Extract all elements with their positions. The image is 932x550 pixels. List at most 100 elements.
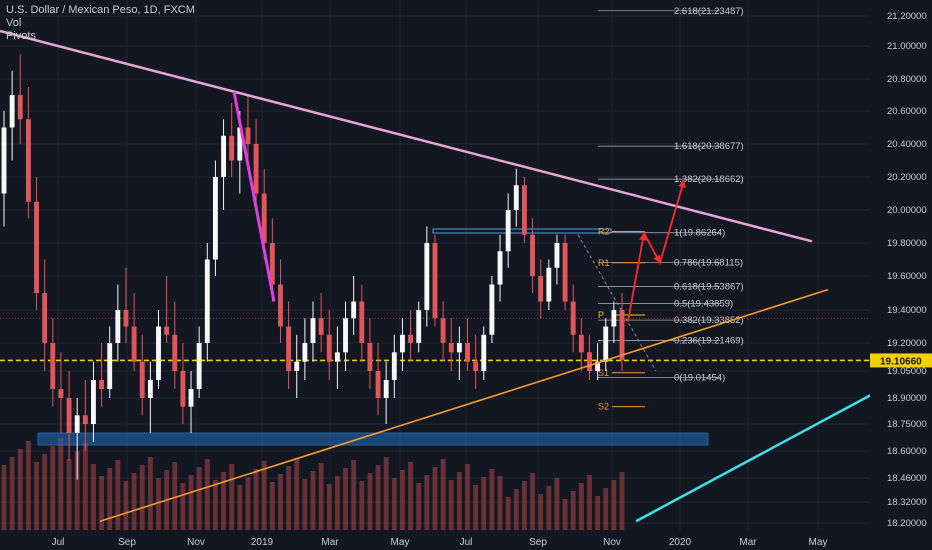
volume-bar	[343, 468, 348, 530]
volume-bar	[440, 459, 446, 530]
volume-bar	[278, 474, 283, 530]
price-tick-label: 18.32000	[887, 497, 927, 508]
volume-bar	[294, 458, 300, 530]
symbol-title[interactable]: U.S. Dollar / Mexican Peso, 1D, FXCM	[6, 4, 195, 16]
candle-body	[603, 326, 609, 362]
arrow-head	[638, 233, 647, 241]
volume-bar	[538, 494, 544, 530]
candle-body	[66, 398, 72, 433]
volume-bar	[156, 478, 161, 530]
candle-body	[123, 310, 129, 327]
time-tick-label: Nov	[603, 537, 621, 548]
pivot-label: R1	[598, 258, 610, 268]
volume-bar	[416, 483, 422, 530]
ascending-trendline	[99, 288, 829, 523]
volume-bar	[139, 465, 145, 530]
price-tick-label: 18.20000	[887, 518, 927, 529]
price-tick-label: 20.80000	[887, 74, 927, 85]
candle-body	[538, 276, 544, 302]
fib-label: 1(19.86264)	[674, 228, 725, 239]
candle-body	[34, 201, 39, 293]
candle-body	[99, 380, 105, 389]
volume-bar	[375, 465, 381, 530]
volume-bar	[603, 488, 609, 530]
volume-bar	[424, 475, 430, 530]
time-tick-label: 2019	[251, 537, 274, 548]
price-tick-label: 20.40000	[887, 139, 927, 150]
candle-body	[139, 361, 145, 398]
candle-body	[237, 127, 243, 161]
support-zones	[37, 228, 709, 446]
volume-bar	[318, 463, 324, 530]
volume-bar	[302, 479, 308, 530]
volume-bar	[473, 485, 479, 530]
price-tick-label: 19.40000	[887, 305, 927, 316]
candle-body	[595, 361, 601, 371]
candle-body	[391, 352, 397, 380]
volume-bar	[286, 466, 292, 530]
volume-bar	[107, 468, 113, 530]
volume-bar	[513, 489, 519, 530]
candle-body	[489, 284, 495, 335]
candle-body	[221, 135, 226, 177]
candle-body	[1, 127, 7, 194]
candle-body	[611, 310, 617, 327]
fib-diagonal	[577, 234, 657, 372]
fib-label: 0.382(19.33852)	[674, 315, 744, 326]
candle-body	[74, 415, 80, 433]
support-zone	[37, 432, 709, 446]
fib-label: 2.618(21.23487)	[674, 6, 744, 17]
price-tick-label: 19.20000	[887, 338, 927, 349]
chart-legend: U.S. Dollar / Mexican Peso, 1D, FXCM Vol…	[6, 4, 195, 43]
volume-bar	[196, 467, 202, 530]
candle-body	[172, 334, 178, 371]
fib-label: 0.786(19.68115)	[674, 258, 743, 269]
price-axis[interactable]: 21.20000 21.00000 20.80000 20.60000 20.40000…	[870, 0, 932, 550]
volume-bar	[229, 464, 235, 530]
time-tick-label: Mar	[739, 537, 757, 548]
volume-bar	[619, 472, 625, 530]
candle-body	[351, 301, 357, 319]
candle-body	[578, 334, 584, 353]
candle-body	[326, 334, 332, 362]
cyan-trendline	[635, 387, 883, 523]
candle-body	[50, 343, 56, 389]
candle-body	[481, 334, 487, 371]
candle-body	[375, 371, 381, 398]
volume-bar	[245, 477, 251, 530]
candle-body	[261, 193, 267, 243]
volume-bar	[74, 451, 80, 530]
volume-bar	[237, 485, 243, 530]
candle-body	[343, 318, 348, 353]
candle-body	[359, 301, 365, 343]
candle-body	[188, 389, 194, 407]
time-axis[interactable]: Jul Sep Nov 2019 Mar May Jul Sep Nov 2020 Mar May	[0, 530, 932, 550]
volume-bar	[367, 473, 373, 530]
volume-bar	[25, 441, 31, 530]
candle-body	[212, 177, 218, 260]
candle-body	[196, 343, 202, 389]
fib-label: 0.236(19.21469)	[674, 336, 744, 347]
fib-label: 1.618(20.38677)	[674, 141, 744, 152]
candle-body	[432, 243, 438, 319]
candle-body	[400, 334, 405, 353]
volume-bar	[269, 482, 275, 530]
pivots-indicator-label[interactable]: Pivots	[6, 30, 36, 42]
projection-arrows	[627, 180, 686, 322]
volume-bar	[489, 469, 495, 530]
current-price-tag	[870, 353, 932, 368]
candle-body	[318, 318, 324, 335]
candle-body	[91, 380, 96, 424]
vol-indicator-label[interactable]: Vol	[6, 17, 22, 29]
volume-bar	[253, 469, 259, 530]
volume-bar	[432, 467, 438, 530]
arrow-head	[653, 254, 661, 263]
volume-bar	[391, 478, 397, 530]
candle-body	[58, 389, 64, 398]
arrow-head	[678, 180, 686, 189]
volume-bar	[115, 460, 121, 530]
price-tick-label: 18.46000	[887, 473, 927, 484]
candle-body	[302, 343, 308, 362]
pivot-label: S2	[598, 402, 609, 412]
